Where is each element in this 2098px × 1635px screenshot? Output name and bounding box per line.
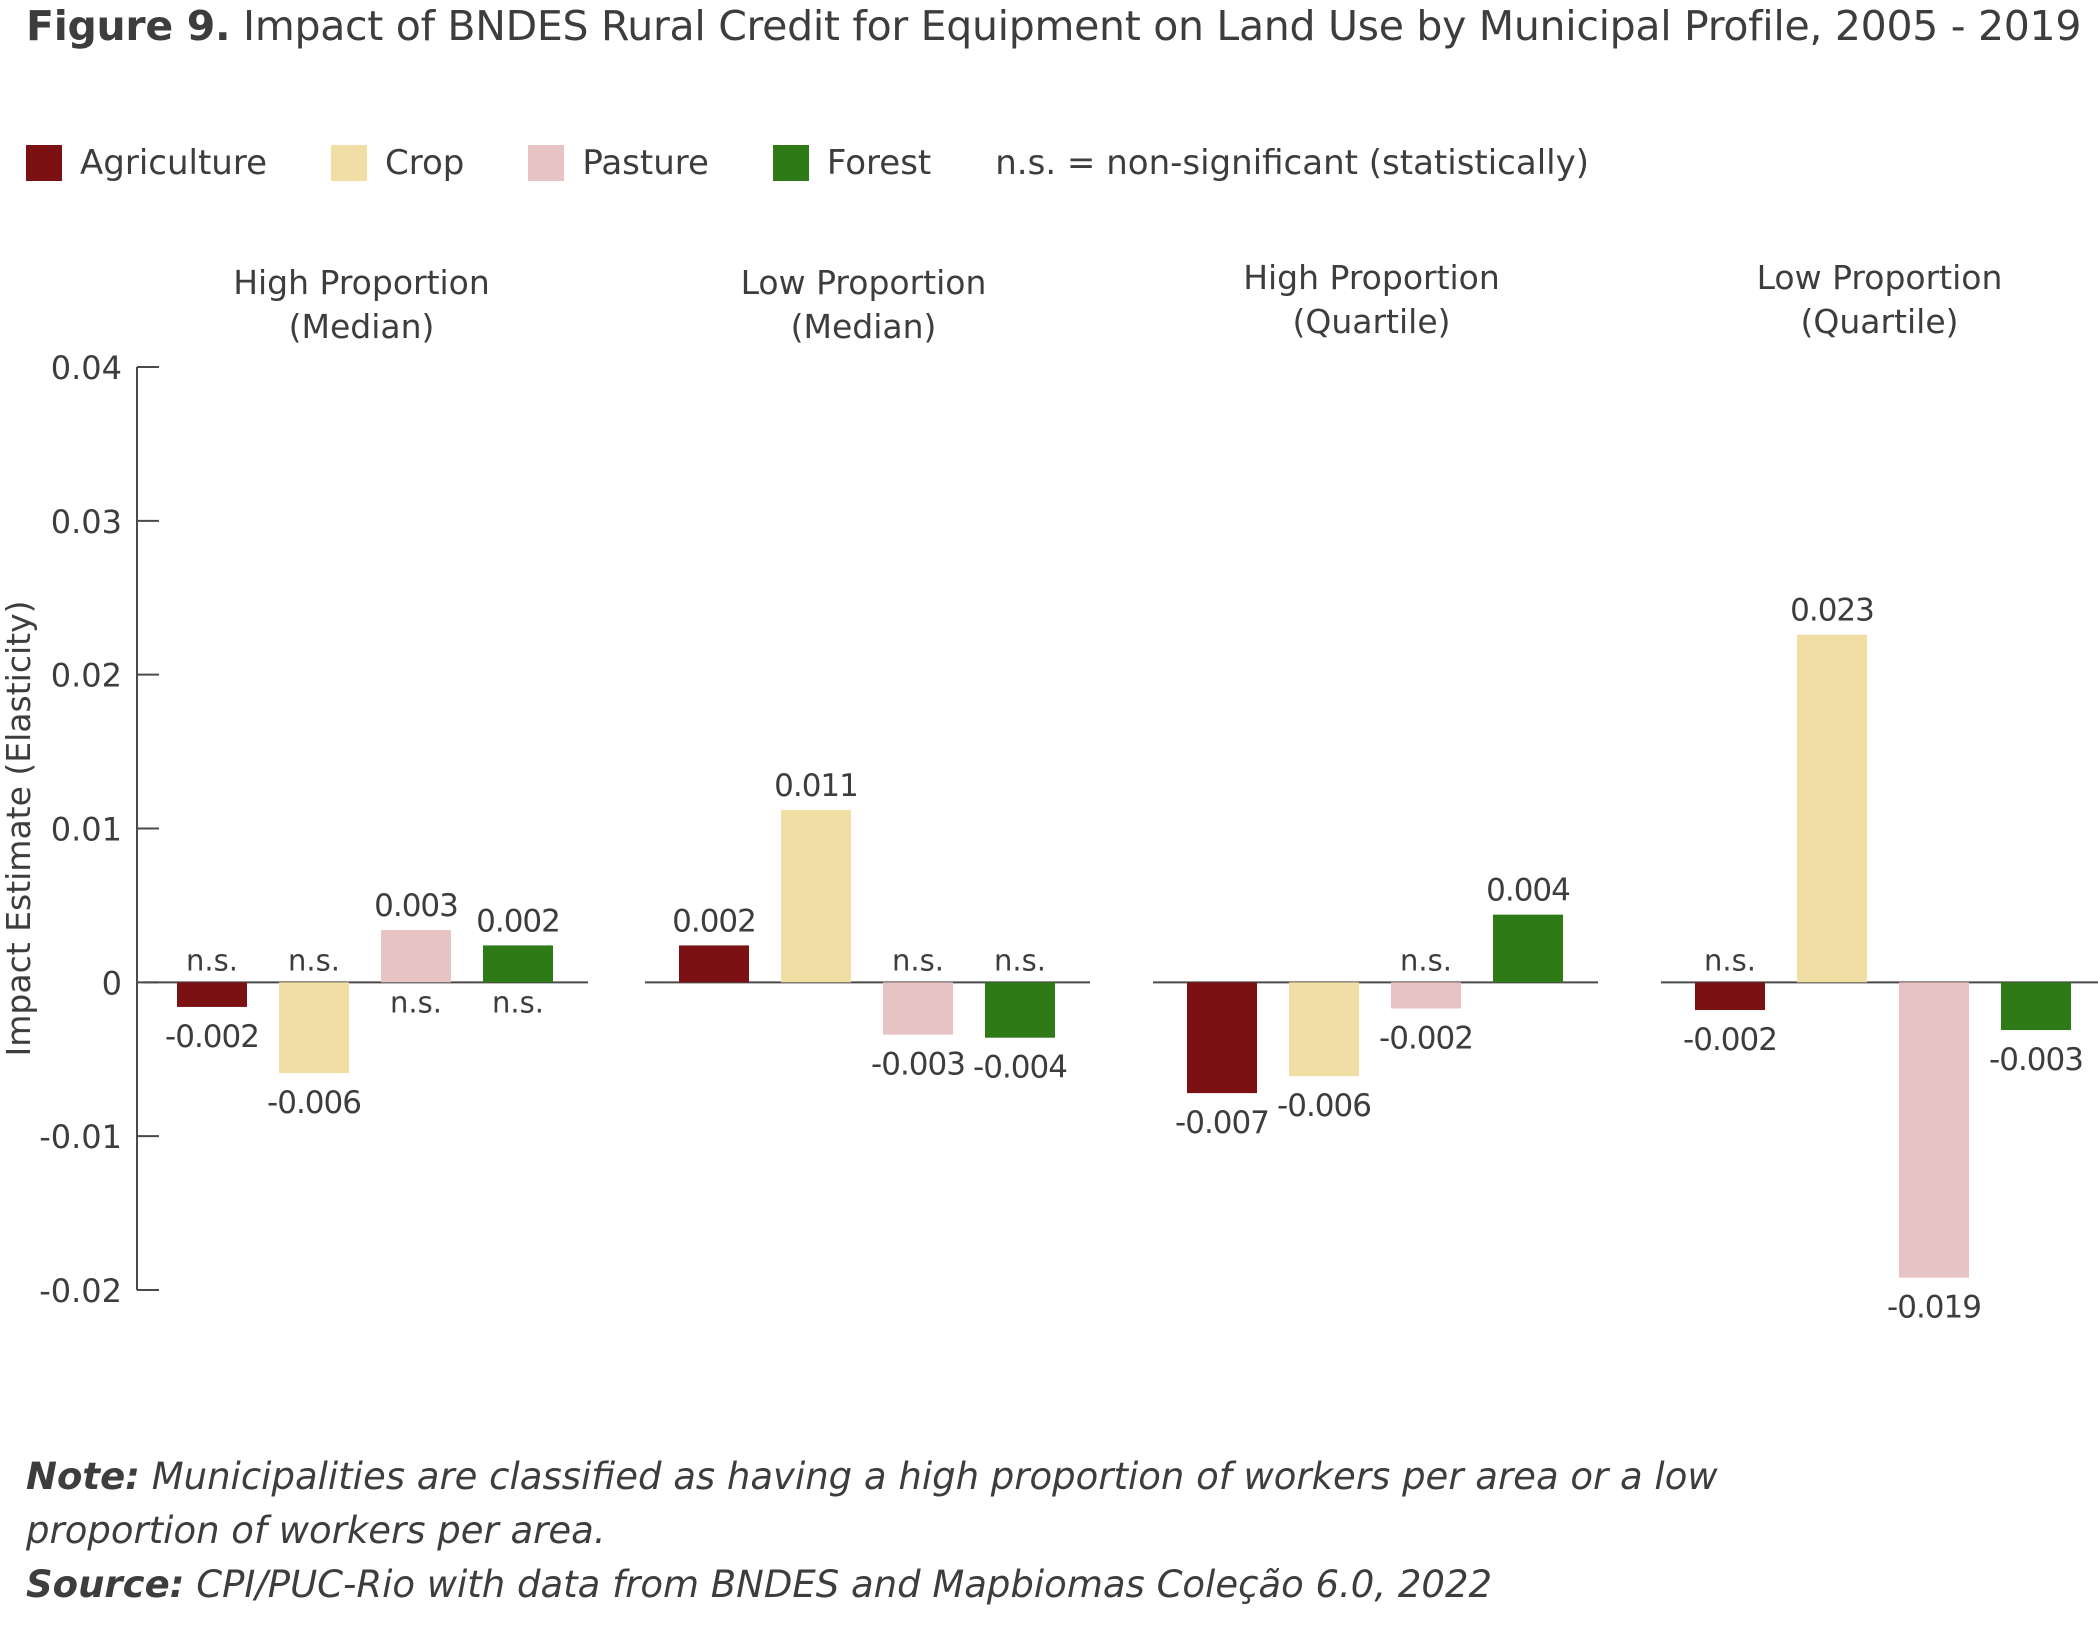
bar-pasture xyxy=(1391,982,1461,1009)
data-label: -0.007 xyxy=(1175,1105,1269,1141)
bar-forest xyxy=(985,982,1055,1038)
bar-crop xyxy=(1797,634,1867,983)
ns-label: n.s. xyxy=(994,943,1046,977)
legend-label-pasture: Pasture xyxy=(582,143,709,183)
data-label: -0.002 xyxy=(165,1019,259,1055)
data-label: 0.002 xyxy=(476,903,560,939)
legend-label-agriculture: Agriculture xyxy=(80,143,267,183)
y-tick-label: 0.01 xyxy=(51,811,122,849)
data-label: 0.023 xyxy=(1790,593,1874,629)
source-line: Source: CPI/PUC-Rio with data from BNDES… xyxy=(26,1558,1886,1612)
ns-label: n.s. xyxy=(1704,943,1756,977)
legend-swatch-crop xyxy=(330,145,367,181)
legend-swatch-forest xyxy=(772,145,809,181)
figure-title: Figure 9. Impact of BNDES Rural Credit f… xyxy=(26,2,2081,50)
legend-item-pasture: Pasture xyxy=(528,143,709,183)
bar-forest xyxy=(2001,982,2071,1031)
panel-title: Low Proportion xyxy=(1757,258,2003,297)
y-tick-label: 0 xyxy=(102,964,122,1002)
figure-title-text: Impact of BNDES Rural Credit for Equipme… xyxy=(243,2,2082,50)
data-label: 0.011 xyxy=(774,768,858,804)
bar-crop xyxy=(781,810,851,983)
bar-agriculture xyxy=(679,945,749,983)
note-text: Municipalities are classified as having … xyxy=(26,1455,1718,1552)
y-tick-label: -0.02 xyxy=(39,1272,122,1310)
data-label: -0.002 xyxy=(1683,1022,1777,1058)
data-label: -0.003 xyxy=(871,1047,965,1083)
panel-title: High Proportion xyxy=(1243,258,1500,297)
data-label: -0.006 xyxy=(267,1085,361,1121)
y-tick-label: 0.03 xyxy=(51,503,122,541)
figure-notes: Note: Municipalities are classified as h… xyxy=(26,1450,1886,1612)
panel-subtitle: (Median) xyxy=(791,307,937,346)
panel-title: High Proportion xyxy=(233,263,490,302)
data-label: 0.004 xyxy=(1486,873,1570,909)
bar-pasture xyxy=(381,930,451,983)
bar-pasture xyxy=(883,982,953,1035)
figure-label: Figure 9. xyxy=(26,2,231,50)
bar-forest xyxy=(1493,914,1563,983)
ns-label: n.s. xyxy=(288,943,340,977)
data-label: 0.003 xyxy=(374,888,458,924)
legend-item-agriculture: Agriculture xyxy=(26,143,267,183)
note-line: Note: Municipalities are classified as h… xyxy=(26,1450,1886,1558)
source-label: Source: xyxy=(26,1563,185,1606)
ns-label: n.s. xyxy=(186,943,238,977)
source-text: CPI/PUC-Rio with data from BNDES and Map… xyxy=(196,1563,1493,1606)
ns-label: n.s. xyxy=(390,985,442,1019)
y-axis-title: Impact Estimate (Elasticity) xyxy=(0,601,38,1057)
ns-label: n.s. xyxy=(1400,943,1452,977)
y-tick-label: -0.01 xyxy=(39,1118,122,1156)
data-label: -0.002 xyxy=(1379,1020,1473,1056)
data-label: -0.019 xyxy=(1887,1290,1981,1326)
bar-agriculture xyxy=(1187,982,1257,1094)
legend-item-forest: Forest xyxy=(772,143,932,183)
bar-agriculture xyxy=(177,982,247,1007)
legend-label-crop: Crop xyxy=(384,143,465,183)
bar-agriculture xyxy=(1695,982,1765,1011)
ns-label: n.s. xyxy=(892,943,944,977)
legend-item-crop: Crop xyxy=(330,143,465,183)
legend-ns-note: n.s. = non-significant (statistically) xyxy=(995,143,1589,183)
legend-swatch-agriculture xyxy=(26,145,62,181)
y-tick-label: 0.02 xyxy=(51,657,122,695)
bar-chart: 0.04 0.03 0.02 0.01 0 -0.01 -0.02 Impact Estima… xyxy=(0,258,2098,1326)
legend-swatch-pasture xyxy=(528,145,565,181)
chart-legend: Agriculture Crop Pasture Forest n.s. = n… xyxy=(26,140,1589,186)
bar-forest xyxy=(483,945,553,983)
data-label: -0.003 xyxy=(1989,1042,2083,1078)
panel-subtitle: (Median) xyxy=(289,307,435,346)
data-label: -0.006 xyxy=(1277,1088,1371,1124)
note-label: Note: xyxy=(26,1455,140,1498)
data-label: -0.004 xyxy=(973,1050,1067,1086)
data-label: 0.002 xyxy=(672,903,756,939)
bar-pasture xyxy=(1899,982,1969,1278)
panel-title: Low Proportion xyxy=(741,263,987,302)
panel-subtitle: (Quartile) xyxy=(1800,302,1958,341)
ns-label: n.s. xyxy=(492,985,544,1019)
y-tick-label: 0.04 xyxy=(51,349,122,387)
legend-label-forest: Forest xyxy=(826,143,932,183)
bar-crop xyxy=(1289,982,1359,1077)
panel-subtitle: (Quartile) xyxy=(1292,302,1450,341)
bar-crop xyxy=(279,982,349,1074)
